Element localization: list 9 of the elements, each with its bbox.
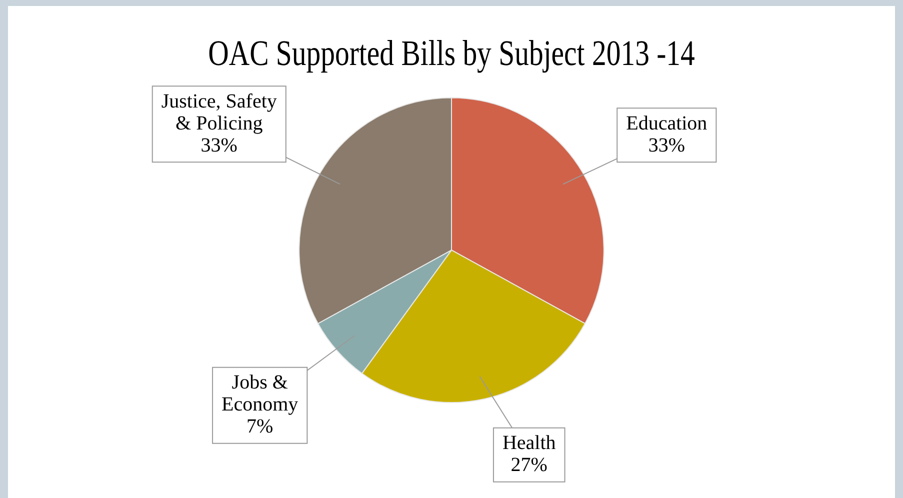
data-label: 27% xyxy=(510,454,548,476)
data-label: 7% xyxy=(246,416,274,438)
chart-title: OAC Supported Bills by Subject 2013 -14 xyxy=(208,34,695,74)
data-label: 33% xyxy=(200,134,238,156)
data-label: 33% xyxy=(648,134,685,156)
slice-label: Jobs & Economy xyxy=(222,372,298,416)
slice-label: Education xyxy=(626,112,708,134)
slice-label: Health xyxy=(502,432,556,454)
slice-label: Justice, Safety & Policing xyxy=(161,90,277,134)
